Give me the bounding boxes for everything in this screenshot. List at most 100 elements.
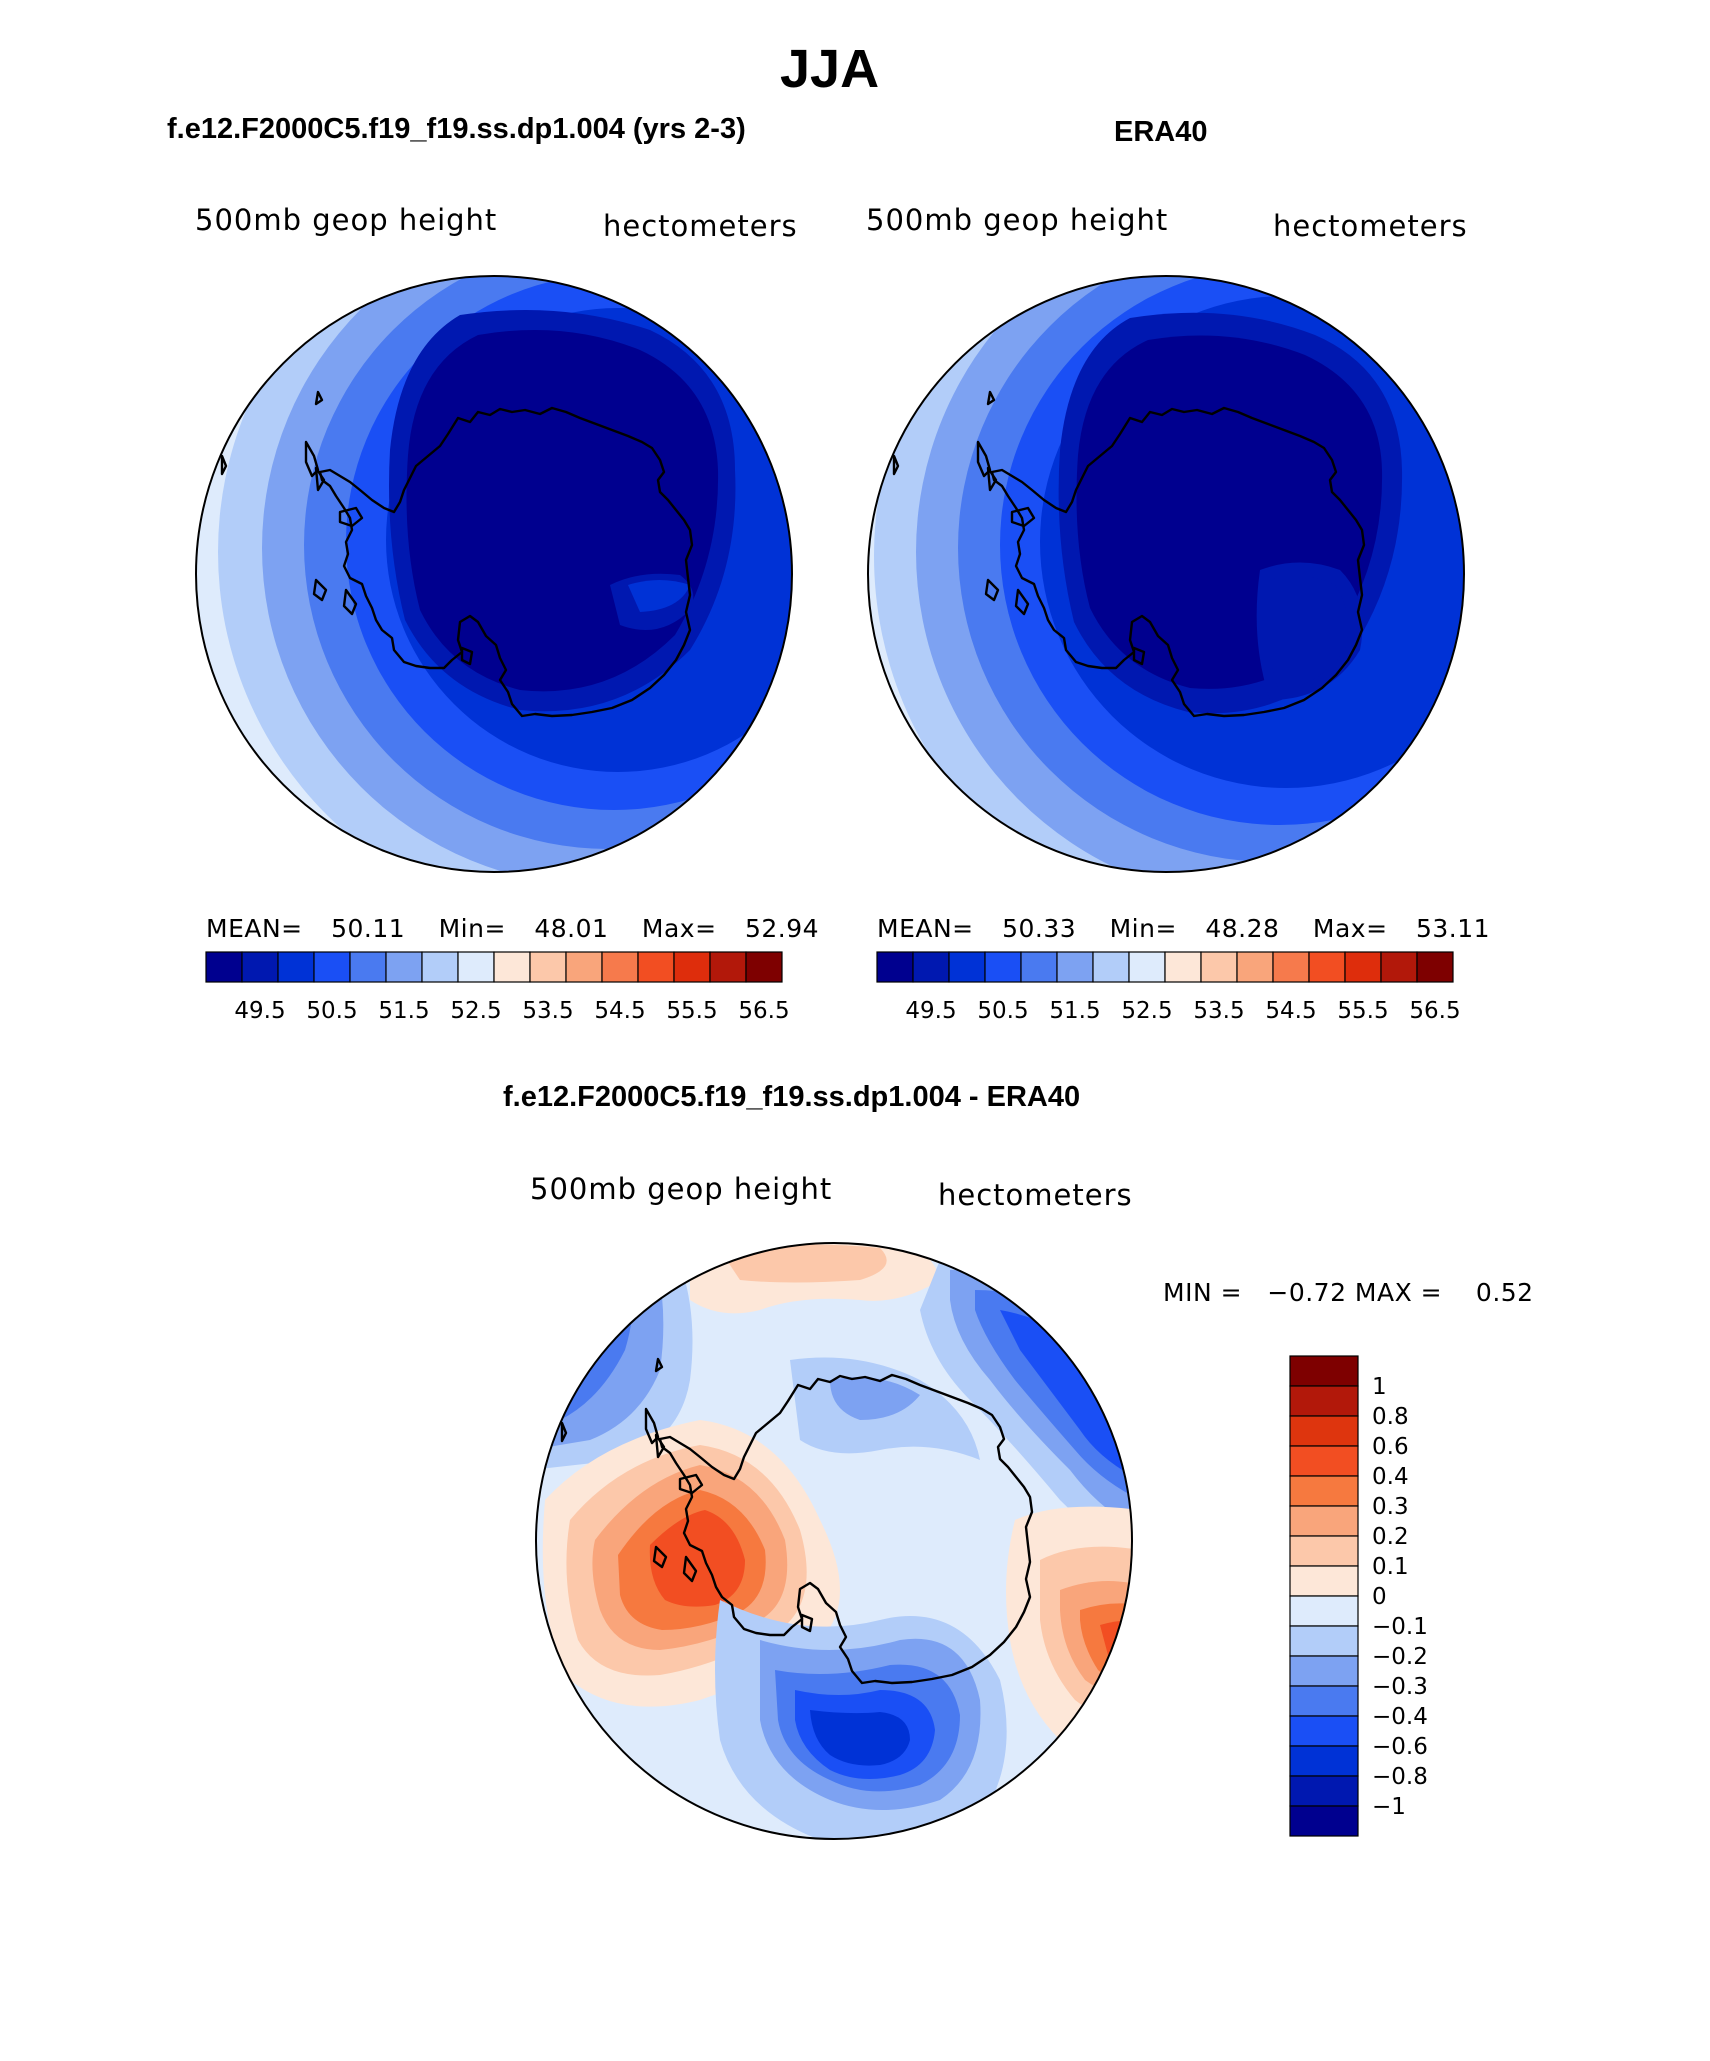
mean-value: 50.11 — [331, 914, 406, 943]
map-obs — [868, 276, 1464, 872]
colorbar-swatch — [1289, 1775, 1359, 1807]
max-label: Max= — [1312, 914, 1388, 943]
min-label: Min= — [438, 914, 506, 943]
stats-model: MEAN= 50.11 Min= 48.01 Max= 52.94 — [206, 914, 819, 943]
colorbar-swatch — [876, 951, 914, 983]
colorbar-swatch — [948, 951, 986, 983]
max-value: 52.94 — [745, 914, 820, 943]
colorbar-tick-label: −1 — [1372, 1794, 1406, 1820]
colorbar-tick-label: 0.4 — [1372, 1464, 1409, 1490]
map-diff — [536, 1243, 1132, 1839]
mean-value: 50.33 — [1002, 914, 1077, 943]
colorbar-swatch — [1236, 951, 1274, 983]
colorbar-swatch — [1272, 951, 1310, 983]
colorbar-tick-label: −0.2 — [1372, 1644, 1428, 1670]
colorbar-swatch — [277, 951, 315, 983]
colorbar-tick-label: 54.5 — [594, 998, 645, 1024]
colorbar-swatch — [601, 951, 639, 983]
colorbar-swatch — [529, 951, 567, 983]
colorbar-tick-label: 53.5 — [1193, 998, 1244, 1024]
colorbar-swatch — [637, 951, 675, 983]
map-border-obs — [867, 275, 1465, 873]
units-label-obs: hectometers — [1273, 209, 1468, 243]
max-value: 53.11 — [1416, 914, 1491, 943]
colorbar-swatch — [1289, 1415, 1359, 1447]
colorbar-tick-label: 0.2 — [1372, 1524, 1409, 1550]
colorbar-swatch — [1416, 951, 1454, 983]
colorbar-tick-label: 0.1 — [1372, 1554, 1409, 1580]
colorbar-tick-label: 53.5 — [522, 998, 573, 1024]
map-border-model — [195, 275, 793, 873]
colorbar-swatch — [1289, 1505, 1359, 1537]
diff-minmax: MIN = −0.72 MAX = 0.52 — [1163, 1278, 1534, 1307]
colorbar-tick-label: 52.5 — [450, 998, 501, 1024]
max-label: Max= — [641, 914, 717, 943]
units-label-model: hectometers — [603, 209, 798, 243]
colorbar-tick-label: 0 — [1372, 1584, 1387, 1610]
panel-title-diff: f.e12.F2000C5.f19_f19.ss.dp1.004 - ERA40 — [503, 1081, 1081, 1113]
min-label: Min= — [1109, 914, 1177, 943]
colorbar-swatch — [1056, 951, 1094, 983]
colorbar-tick-label: −0.6 — [1372, 1734, 1428, 1760]
panel-title-obs: ERA40 — [1114, 116, 1208, 148]
colorbar-swatch — [984, 951, 1022, 983]
colorbar-tick-label: −0.1 — [1372, 1614, 1428, 1640]
colorbar-tick-label: 49.5 — [905, 998, 956, 1024]
antarctica-coastline-obs — [892, 390, 1366, 718]
colorbar-swatch — [565, 951, 603, 983]
variable-label-diff: 500mb geop height — [530, 1172, 833, 1206]
colorbar-tick-label: 0.8 — [1372, 1404, 1409, 1430]
stats-obs: MEAN= 50.33 Min= 48.28 Max= 53.11 — [877, 914, 1490, 943]
variable-label-model: 500mb geop height — [195, 203, 498, 237]
colorbar-swatch — [1308, 951, 1346, 983]
colorbar-swatch — [1020, 951, 1058, 983]
colorbar-swatch — [1289, 1715, 1359, 1747]
map-border-diff — [535, 1242, 1133, 1840]
colorbar-tick-label: 50.5 — [977, 998, 1028, 1024]
colorbar-tick-label: −0.8 — [1372, 1764, 1428, 1790]
colorbar-tick-label: 51.5 — [1049, 998, 1100, 1024]
colorbar-swatch — [1289, 1595, 1359, 1627]
min-value: 48.28 — [1205, 914, 1280, 943]
colorbar-tick-label: 0.3 — [1372, 1494, 1409, 1520]
colorbar-obs: 49.5 50.5 51.5 52.5 53.5 54.5 55.5 56.5 — [876, 951, 1461, 1024]
colorbar-swatch — [205, 951, 243, 983]
colorbar-tick-label: −0.4 — [1372, 1704, 1428, 1730]
colorbar-tick-label: 50.5 — [306, 998, 357, 1024]
mean-label: MEAN= — [877, 914, 974, 943]
colorbar-swatch — [421, 951, 459, 983]
colorbar-swatch — [1289, 1535, 1359, 1567]
colorbar-swatch — [1344, 951, 1382, 983]
colorbar-swatch — [673, 951, 711, 983]
colorbar-tick-label: 49.5 — [234, 998, 285, 1024]
colorbar-swatch — [1380, 951, 1418, 983]
colorbar-swatch — [912, 951, 950, 983]
colorbar-swatch — [1289, 1445, 1359, 1477]
colorbar-swatch — [1289, 1475, 1359, 1507]
colorbar-tick-label: 0.6 — [1372, 1434, 1409, 1460]
colorbar-swatch — [385, 951, 423, 983]
colorbar-tick-label: 51.5 — [378, 998, 429, 1024]
colorbar-tick-label: 52.5 — [1121, 998, 1172, 1024]
colorbar-swatch — [1289, 1625, 1359, 1657]
colorbar-tick-label: 56.5 — [1409, 998, 1460, 1024]
colorbar-swatch — [241, 951, 279, 983]
colorbar-diff: 1 0.8 0.6 0.4 0.3 0.2 0.1 0 −0.1 −0.2 −0.3 −0.4 −0.6… — [1289, 1355, 1428, 1837]
antarctica-coastline-model — [220, 390, 694, 718]
colorbar-swatch — [1128, 951, 1166, 983]
colorbar-swatch — [709, 951, 747, 983]
min-value: 48.01 — [534, 914, 609, 943]
colorbar-swatch — [349, 951, 387, 983]
map-model — [196, 276, 792, 872]
colorbar-model: 49.5 50.5 51.5 52.5 53.5 54.5 55.5 56.5 — [205, 951, 790, 1024]
colorbar-swatch — [1289, 1685, 1359, 1717]
colorbar-swatch — [1289, 1565, 1359, 1597]
colorbar-swatch — [493, 951, 531, 983]
colorbar-swatch — [1092, 951, 1130, 983]
antarctica-coastline-diff — [560, 1357, 1034, 1685]
units-label-diff: hectometers — [938, 1178, 1133, 1212]
colorbar-swatch — [1289, 1745, 1359, 1777]
colorbar-swatch — [1200, 951, 1238, 983]
colorbar-swatch — [1289, 1655, 1359, 1687]
